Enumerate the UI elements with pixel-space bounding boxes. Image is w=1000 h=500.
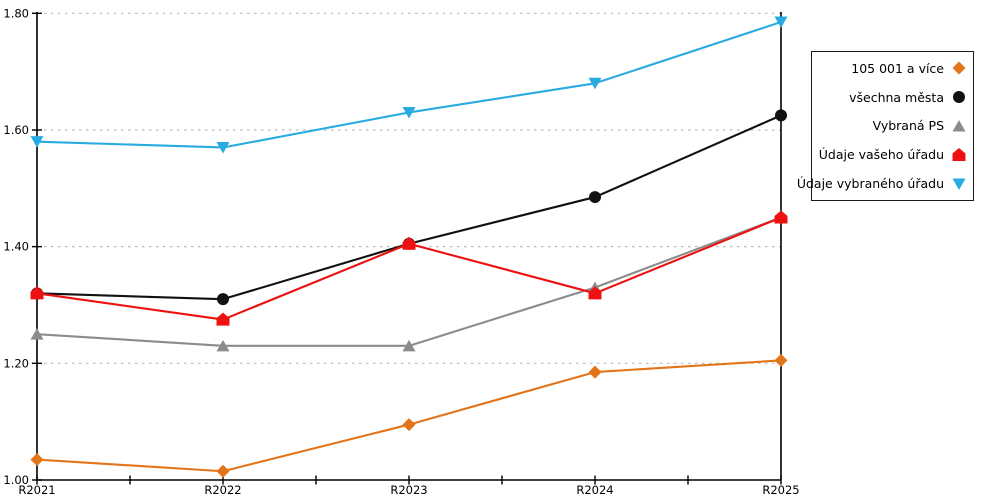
- data-point-marker: [589, 191, 601, 204]
- data-point-marker: [402, 339, 416, 352]
- series-line-0: [35, 359, 783, 473]
- y-tick-label: 1.80: [3, 6, 29, 20]
- series-line-2: [35, 216, 783, 347]
- data-point-marker: [216, 339, 230, 352]
- x-tick-label: R2023: [390, 483, 427, 497]
- data-point-marker: [402, 236, 416, 250]
- legend-item: Údaje vybraného úřadu: [797, 169, 973, 198]
- diamond-legend-marker-icon: [952, 61, 966, 75]
- data-point-marker: [402, 106, 416, 119]
- data-point-marker: [402, 418, 416, 432]
- data-point-marker: [588, 286, 602, 300]
- y-tick-label: 1.60: [3, 123, 29, 137]
- x-tick-label: R2021: [18, 483, 55, 497]
- data-point-marker: [30, 286, 44, 300]
- x-tick-label: R2022: [204, 483, 241, 497]
- pentagon-legend-marker-icon: [952, 147, 966, 161]
- legend-label: Údaje vašeho úřadu: [818, 147, 944, 163]
- circle-legend-marker-icon: [953, 91, 965, 104]
- x-tick-label: R2024: [576, 483, 613, 497]
- data-point-marker: [588, 77, 602, 90]
- y-tick-label: 1.40: [3, 240, 29, 254]
- legend-label: Údaje vybraného úřadu: [796, 176, 944, 192]
- legend-item: Vybraná PS: [812, 112, 973, 141]
- y-tick-label: 1.20: [3, 356, 29, 370]
- legend-item: Údaje vašeho úřadu: [812, 140, 973, 169]
- data-point-marker: [216, 464, 230, 478]
- series-line-3: [35, 216, 783, 321]
- legend-item: 105 001 a více: [812, 54, 973, 83]
- legend-item: všechna města: [812, 83, 973, 112]
- legend: 105 001 a více všechna města Vybraná PS Úda…: [797, 51, 974, 201]
- data-point-marker: [774, 210, 788, 224]
- data-point-marker: [774, 16, 788, 29]
- data-point-marker: [30, 136, 44, 148]
- legend-label: 105 001 a více: [851, 60, 944, 76]
- series-line-1: [35, 114, 783, 301]
- triangle-up-legend-marker-icon: [952, 119, 966, 132]
- data-point-marker: [775, 109, 787, 122]
- data-point-marker: [30, 328, 44, 340]
- data-point-marker: [216, 141, 230, 154]
- data-point-marker: [216, 312, 230, 326]
- legend-label: všechna města: [849, 89, 944, 105]
- data-point-marker: [30, 453, 44, 467]
- series-line-4: [35, 21, 783, 149]
- data-point-marker: [588, 365, 602, 379]
- legend-label: Vybraná PS: [872, 118, 944, 134]
- data-point-marker: [217, 293, 229, 306]
- data-point-marker: [774, 353, 788, 367]
- x-tick-label: R2025: [762, 483, 799, 497]
- triangle-down-legend-marker-icon: [952, 178, 966, 190]
- y-tick-label: 1.00: [3, 473, 29, 487]
